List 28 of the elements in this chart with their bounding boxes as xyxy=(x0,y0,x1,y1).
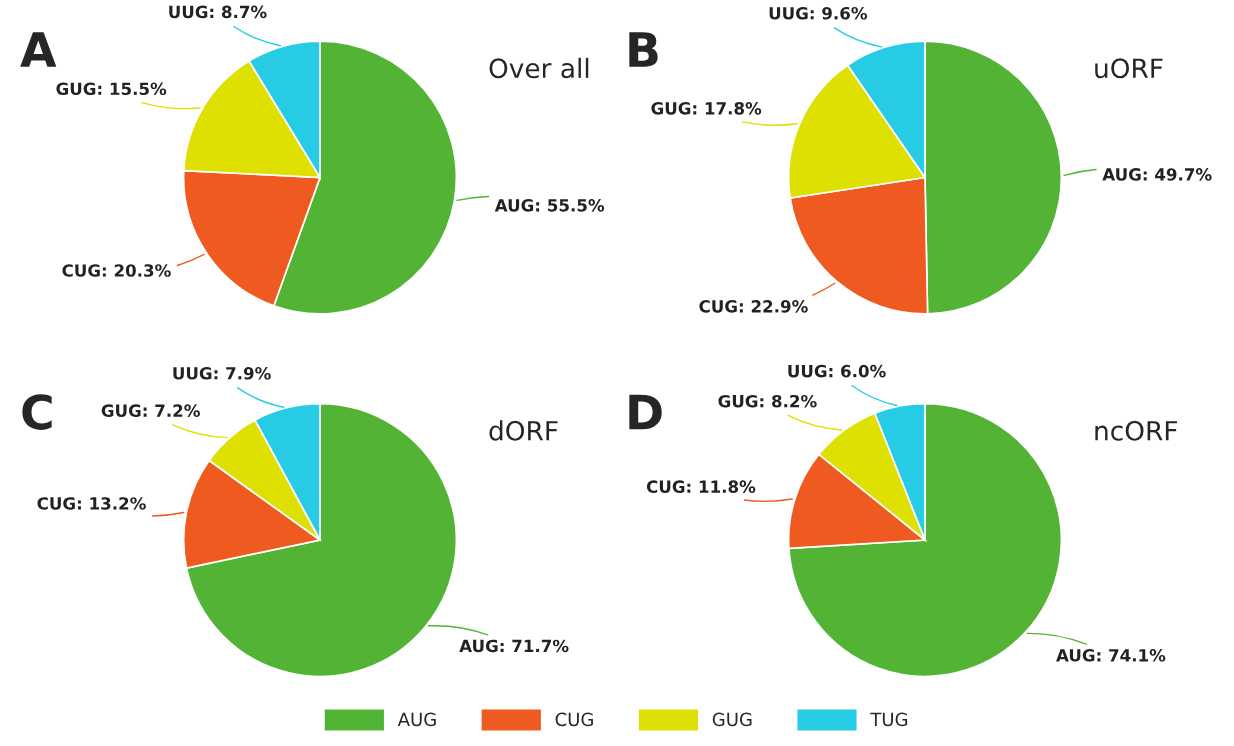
data-label: CUG: 11.8% xyxy=(646,480,756,493)
data-label: CUG: 20.3% xyxy=(62,264,171,277)
text: C xyxy=(22,394,52,430)
data-label: GUG: 15.5% xyxy=(56,82,167,96)
text: uORF xyxy=(1095,58,1163,79)
text: ncORF xyxy=(1095,420,1177,441)
data-label: AUG: 49.7% xyxy=(1102,168,1212,181)
data-label: CUG: 13.2% xyxy=(37,497,146,510)
data-label: UUG: 7.9% xyxy=(173,367,271,380)
text: Over all xyxy=(489,57,589,79)
legend-label: GUG xyxy=(712,712,752,727)
data-label: AUG: 55.5% xyxy=(494,199,605,212)
legend-label: TUG xyxy=(870,712,908,727)
data-label: GUG: 8.2% xyxy=(718,394,817,408)
text: dORF xyxy=(489,420,558,441)
data-label: AUG: 74.1% xyxy=(1056,649,1166,662)
legend-label: AUG xyxy=(397,712,436,727)
legend-label: CUG xyxy=(555,712,593,727)
data-label: UUG: 9.6% xyxy=(769,6,868,20)
data-label: UUG: 6.0% xyxy=(788,364,886,378)
text: A xyxy=(20,32,57,67)
data-label: UUG: 8.7% xyxy=(169,5,267,19)
data-label: GUG: 17.8% xyxy=(651,102,762,115)
data-label: AUG: 71.7% xyxy=(459,639,569,653)
data-label: CUG: 22.9% xyxy=(699,300,808,313)
text: B xyxy=(629,32,658,67)
data-label: GUG: 7.2% xyxy=(101,404,200,417)
text: D xyxy=(629,394,662,430)
